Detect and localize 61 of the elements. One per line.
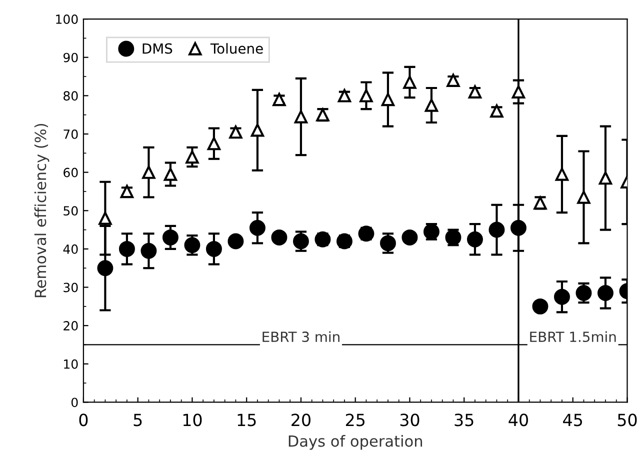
point	[140, 242, 157, 259]
x-tick-label: 45	[563, 414, 582, 426]
point	[184, 237, 200, 254]
y-tick-label: 40	[63, 244, 78, 254]
point	[249, 220, 266, 236]
x-tick-label: 35	[454, 414, 474, 426]
point	[512, 85, 526, 98]
point	[466, 231, 483, 248]
y-tick-label: 90	[63, 52, 78, 62]
point	[403, 76, 416, 89]
x-tick-label: 50	[618, 414, 637, 426]
annotation: EBRT 1.5min	[530, 331, 616, 342]
y-tick-label: 0	[71, 398, 78, 408]
point	[554, 288, 570, 305]
y-tick-label: 20	[64, 321, 78, 331]
point	[164, 168, 178, 181]
point	[186, 150, 199, 164]
point	[206, 240, 222, 257]
point	[142, 166, 156, 179]
point	[532, 298, 548, 314]
x-tick-label: 10	[183, 414, 202, 426]
point	[402, 229, 418, 246]
point	[380, 235, 396, 252]
legend-label: Toluene	[210, 43, 263, 54]
point	[271, 229, 288, 246]
x-tick-label: 40	[508, 414, 528, 426]
annotation: EBRT 3 min	[262, 331, 340, 342]
point	[207, 136, 221, 150]
point	[250, 124, 264, 137]
point	[510, 220, 526, 236]
x-tick-label: 30	[400, 414, 420, 426]
point	[118, 240, 135, 257]
point	[555, 168, 569, 181]
x-tick-label: 20	[292, 414, 310, 426]
y-tick-label: 10	[64, 359, 78, 369]
point	[598, 171, 612, 185]
point	[360, 89, 373, 102]
y-tick-label: 60	[64, 168, 78, 178]
point	[577, 190, 590, 204]
y-tick-label: 100	[56, 14, 78, 24]
y-tick-label: 70	[64, 129, 78, 139]
point	[162, 229, 178, 246]
y-tick-label: 80	[64, 91, 78, 101]
point	[424, 98, 438, 112]
point	[97, 260, 114, 276]
y-tick-label: 30	[64, 282, 78, 292]
x-tick-label: 5	[134, 414, 142, 426]
x-tick-label: 25	[346, 414, 364, 426]
y-tick-label: 50	[64, 206, 78, 216]
x-axis-title: Days of operation	[288, 435, 422, 450]
point	[381, 92, 395, 106]
legend-label: DMS	[142, 43, 172, 54]
y-axis-title: Removal efficiency (%)	[34, 124, 50, 298]
point	[488, 222, 505, 238]
x-tick-label: 0	[79, 414, 88, 426]
point	[597, 285, 614, 302]
point	[576, 285, 592, 302]
point	[228, 233, 244, 250]
point	[98, 212, 112, 225]
point	[294, 110, 308, 124]
x-tick-label: 15	[238, 414, 256, 426]
